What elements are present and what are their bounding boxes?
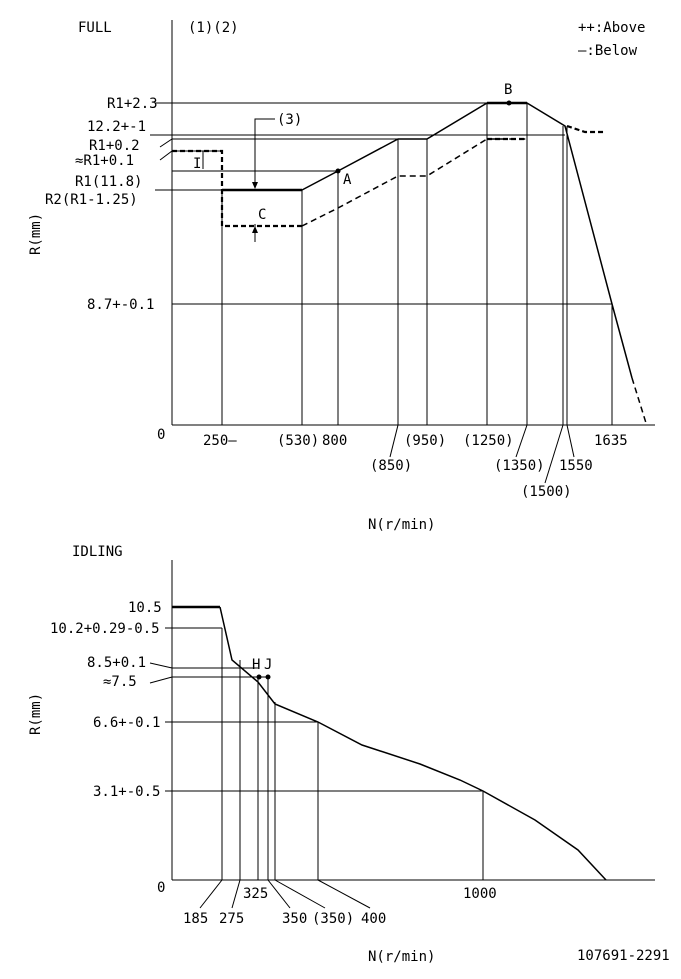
- full-series-r1-extension: [631, 377, 647, 424]
- point-h-marker: [256, 674, 262, 680]
- idling-ytick: 6.6+-0.1: [93, 715, 160, 731]
- point-j-label: J: [264, 657, 272, 673]
- full-xtick: (850): [370, 458, 412, 474]
- idling-leader-275: [231, 879, 241, 909]
- full-ytick: R1(11.8): [75, 174, 142, 190]
- full-ytick: R2(R1-1.25): [45, 192, 138, 208]
- idling-ylabel: R(mm): [28, 693, 44, 735]
- idling-xtick: 350: [282, 911, 307, 927]
- idling-xtick: 275: [219, 911, 244, 927]
- idling-title: IDLING: [72, 544, 123, 560]
- full-xtick: (1500): [521, 484, 572, 500]
- point-j-marker: [265, 674, 271, 680]
- full-ytick: ≈R1+0.1: [75, 153, 134, 169]
- full-xtick: (950): [404, 433, 446, 449]
- point-h-label: H: [252, 657, 260, 673]
- full-chart: A B C I (3) R1+2.3 12.2+-1 R1+0.2 ≈R1+0.…: [28, 20, 655, 533]
- full-guide-r1-0-2: [159, 138, 398, 148]
- full-xtick: 1635: [594, 433, 628, 449]
- full-series-r1: [301, 102, 633, 379]
- idling-xtick: 1000: [463, 886, 497, 902]
- idling-xtick: 325: [243, 886, 268, 902]
- full-xtick: 1550: [559, 458, 593, 474]
- point-a-label: A: [343, 172, 352, 188]
- full-ytick: 8.7+-0.1: [87, 297, 154, 313]
- idling-xtick: 185: [183, 911, 208, 927]
- full-xtick: (1350): [494, 458, 545, 474]
- point-3-leader: [254, 118, 275, 188]
- full-ytick: R1+0.2: [89, 138, 140, 154]
- full-xtick-leader-1550: [566, 424, 575, 458]
- full-title: FULL: [78, 20, 112, 36]
- full-ylabel: R(mm): [28, 213, 44, 255]
- idling-ytick: ≈7.5: [103, 674, 137, 690]
- full-xtick-leader-850: [389, 424, 399, 458]
- full-series-end-dash: [566, 124, 605, 134]
- idling-ytick: 10.2+0.29-0.5: [50, 621, 160, 637]
- point-3-arrowhead: [252, 182, 258, 189]
- idling-leader-185: [199, 879, 223, 909]
- point-c-label: C: [258, 207, 266, 223]
- full-guide-r1-0-1: [159, 150, 222, 161]
- idling-ytick: 3.1+-0.5: [93, 784, 160, 800]
- idling-leader-350: [267, 879, 291, 909]
- idling-origin: 0: [157, 880, 165, 896]
- full-ytick: R1+2.3: [107, 96, 158, 112]
- full-series-r2: [172, 149, 302, 228]
- full-xtick-leader-1500: [544, 424, 564, 484]
- legend-above: ++:Above: [578, 20, 645, 36]
- full-xtick: (530): [277, 433, 319, 449]
- point-a-marker: [335, 168, 341, 174]
- idling-ytick: 10.5: [128, 600, 162, 616]
- full-xtick: 800: [322, 433, 347, 449]
- full-xlabel: N(r/min): [368, 517, 435, 533]
- idling-xtick: (350): [312, 911, 354, 927]
- idling-chart: IDLING H J 10.5 10.2+0.29-0.5 8.5+0.1 ≈7…: [28, 544, 655, 965]
- idling-leader-400: [317, 879, 371, 909]
- point-b-marker: [506, 100, 512, 106]
- point-c-arrowhead: [252, 226, 258, 233]
- notes-label: (1)(2): [188, 20, 239, 36]
- full-xtick: (1250): [463, 433, 514, 449]
- idling-guide-7-5: [149, 676, 268, 684]
- legend-below: —:Below: [578, 43, 638, 59]
- idling-guide-8-5: [149, 662, 258, 669]
- point-b-label: B: [504, 82, 512, 98]
- full-ytick: 12.2+-1: [87, 119, 146, 135]
- full-series-r2-upper: [301, 138, 527, 227]
- point-3-label: (3): [277, 112, 302, 128]
- point-i-label: I: [193, 156, 201, 172]
- idling-ytick: 8.5+0.1: [87, 655, 146, 671]
- idling-series: [219, 606, 607, 881]
- idling-xtick: 400: [361, 911, 386, 927]
- full-origin: 0: [157, 427, 165, 443]
- full-xtick-leader-1350: [515, 424, 528, 458]
- idling-leader-350b: [274, 879, 326, 909]
- drawing-number: 107691-2291: [577, 948, 670, 964]
- full-xtick: 250—: [203, 433, 237, 449]
- idling-xlabel: N(r/min): [368, 949, 435, 965]
